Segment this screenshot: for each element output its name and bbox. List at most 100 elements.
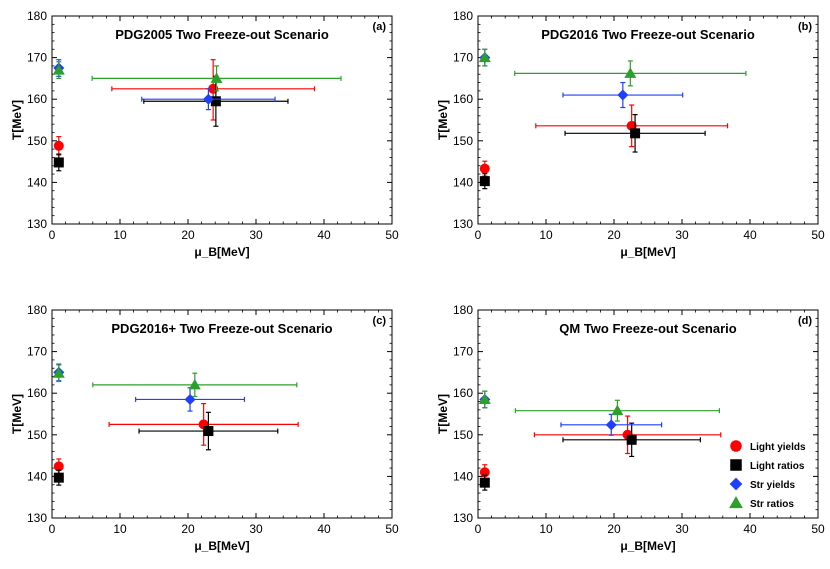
x-tick-label: 30: [675, 522, 689, 536]
y-tick-label: 130: [27, 511, 47, 525]
legend-label: Str yields: [750, 480, 795, 491]
x-tick-label: 20: [181, 522, 195, 536]
x-tick-label: 30: [675, 228, 689, 242]
panel-label: (c): [373, 315, 387, 327]
data-point: [52, 367, 65, 378]
series-str-yields: [479, 390, 663, 436]
x-tick-label: 40: [743, 228, 757, 242]
series-str-ratios: [478, 48, 747, 87]
x-tick-label: 0: [49, 522, 56, 536]
series-light-yields: [53, 59, 316, 156]
y-tick-label: 150: [27, 428, 47, 442]
x-axis-label: μ_B[MeV]: [620, 539, 675, 553]
y-axis-label: T[MeV]: [436, 100, 450, 140]
y-tick-label: 150: [453, 428, 473, 442]
data-point: [479, 176, 490, 187]
y-tick-label: 140: [27, 175, 47, 189]
y-tick-label: 130: [453, 511, 473, 525]
plot-frame: [477, 15, 819, 225]
chart-title: PDG2016 Two Freeze-out Scenario: [541, 27, 755, 42]
y-axis-label: T[MeV]: [10, 100, 24, 140]
chart-panel-3: 0 10 20 30 40 50 130 140 150 160 170 180 μ_B[MeV] T[M…: [10, 303, 399, 553]
series-light-ratios: [479, 113, 706, 190]
y-tick-label: 140: [27, 469, 47, 483]
data-point: [210, 72, 223, 83]
legend-marker: [729, 477, 743, 491]
y-tick-label: 180: [453, 303, 473, 317]
series-light-yields: [53, 403, 299, 475]
legend-marker: [729, 496, 743, 509]
data-point: [605, 419, 617, 431]
x-tick-label: 0: [475, 228, 482, 242]
y-tick-label: 140: [453, 175, 473, 189]
panel-label: (d): [798, 315, 812, 327]
x-axis-label: μ_B[MeV]: [194, 539, 249, 553]
y-tick-label: 150: [453, 134, 473, 148]
data-point: [478, 393, 491, 404]
legend-label: Str ratios: [750, 499, 794, 510]
chart-title: QM Two Freeze-out Scenario: [559, 321, 737, 336]
data-point: [53, 140, 64, 151]
chart-panel-1: 0 10 20 30 40 50 130 140 150 160 170 180 μ_B[MeV] T[M…: [10, 9, 399, 259]
y-axis-label: T[MeV]: [10, 394, 24, 434]
data-point: [210, 96, 221, 107]
series-light-ratios: [53, 411, 279, 486]
y-tick-label: 180: [27, 303, 47, 317]
x-tick-label: 40: [317, 522, 331, 536]
data-point: [624, 67, 637, 78]
y-axis-label: T[MeV]: [436, 394, 450, 434]
data-point: [188, 378, 201, 390]
data-point: [478, 51, 491, 63]
y-tick-label: 140: [453, 469, 473, 483]
legend-marker: [730, 440, 742, 452]
y-tick-label: 160: [453, 386, 473, 400]
x-tick-label: 50: [811, 228, 825, 242]
data-point: [617, 89, 629, 101]
series-light-ratios: [479, 422, 701, 491]
x-tick-label: 40: [317, 228, 331, 242]
series-str-yields: [53, 363, 246, 412]
data-point: [479, 477, 490, 488]
data-point: [611, 404, 624, 416]
data-point: [53, 157, 64, 168]
x-tick-label: 10: [113, 228, 127, 242]
data-point: [203, 426, 214, 437]
panel-label: (a): [373, 21, 387, 33]
data-point: [53, 472, 64, 483]
x-tick-label: 40: [743, 522, 757, 536]
y-tick-label: 180: [453, 9, 473, 23]
x-axis-label: μ_B[MeV]: [194, 245, 249, 259]
series-str-ratios: [52, 364, 298, 398]
data-point: [52, 64, 65, 75]
series-str-ratios: [52, 61, 342, 92]
plot-frame: [477, 309, 819, 519]
y-tick-label: 160: [27, 92, 47, 106]
panel-label: (b): [798, 21, 812, 33]
series-light-yields: [479, 104, 729, 177]
series-str-ratios: [478, 390, 721, 422]
y-tick-label: 160: [27, 386, 47, 400]
data-point: [630, 128, 641, 139]
x-tick-label: 30: [249, 522, 263, 536]
y-tick-label: 180: [27, 9, 47, 23]
y-tick-label: 170: [453, 345, 473, 359]
legend-label: Light ratios: [750, 461, 805, 472]
x-tick-label: 0: [49, 228, 56, 242]
data-point: [184, 393, 196, 405]
legend: Light yields Light ratios Str yields Str ra…: [729, 440, 806, 510]
y-tick-label: 130: [453, 217, 473, 231]
data-point: [479, 163, 490, 174]
y-tick-label: 150: [27, 134, 47, 148]
plot-frame: [51, 15, 393, 225]
x-tick-label: 20: [607, 228, 621, 242]
data-point: [626, 434, 637, 445]
x-tick-label: 50: [385, 522, 399, 536]
data-point: [53, 461, 64, 472]
x-tick-label: 10: [113, 522, 127, 536]
y-tick-label: 170: [27, 345, 47, 359]
x-tick-label: 20: [607, 522, 621, 536]
chart-title: PDG2005 Two Freeze-out Scenario: [115, 27, 329, 42]
y-tick-label: 160: [453, 92, 473, 106]
chart-panel-4: 0 10 20 30 40 50 130 140 150 160 170 180 μ_B[MeV] T[M…: [436, 303, 825, 553]
